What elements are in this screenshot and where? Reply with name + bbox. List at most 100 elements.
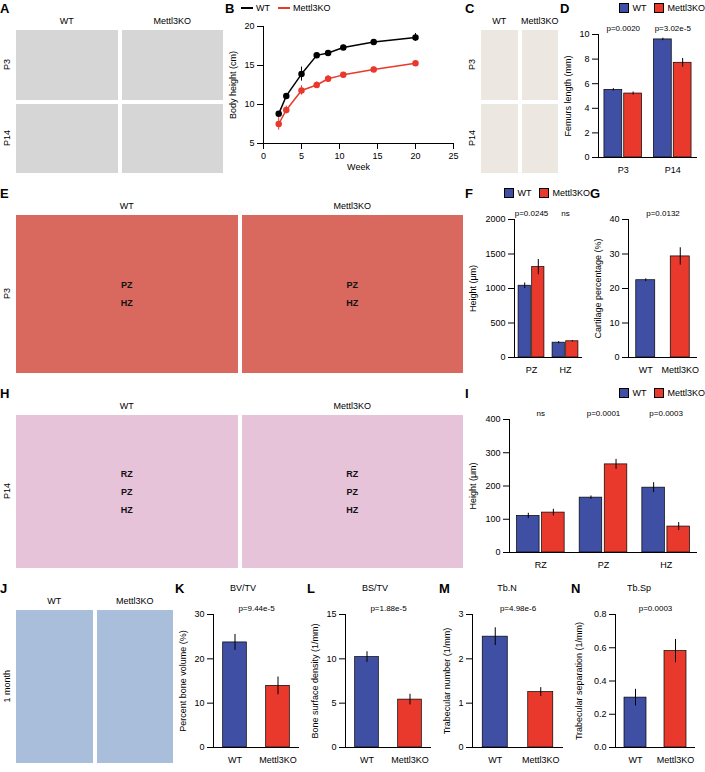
svg-text:400: 400 [485,414,500,424]
svg-text:0.8: 0.8 [594,609,607,619]
svg-text:p=0.0245: p=0.0245 [515,209,549,218]
svg-text:p=0.0003: p=0.0003 [649,409,683,418]
svg-text:20: 20 [609,283,619,293]
svg-text:WT: WT [360,755,374,765]
svg-text:p=3.02e-5: p=3.02e-5 [655,24,692,33]
svg-text:10: 10 [334,151,344,161]
html-text:PZ: PZ [121,486,133,497]
svg-text:p=0.0020: p=0.0020 [606,24,640,33]
svg-text:1500: 1500 [485,249,505,259]
svg-text:30: 30 [194,609,204,619]
html-text:PZ: PZ [346,486,358,497]
svg-text:WT: WT [629,755,643,765]
svg-text:0.4: 0.4 [594,676,607,686]
svg-text:RZ: RZ [535,560,547,570]
svg-text:Mettl3KO: Mettl3KO [657,755,695,765]
svg-text:20: 20 [194,654,204,664]
svg-text:P14: P14 [665,165,681,175]
svg-text:Week: Week [347,162,370,172]
svg-text:Mettl3KO: Mettl3KO [259,755,297,765]
svg-text:p=0.0001: p=0.0001 [587,409,621,418]
svg-text:1000: 1000 [485,283,505,293]
svg-text:0.6: 0.6 [594,643,607,653]
svg-text:0: 0 [458,742,463,752]
html-text:HZ: HZ [346,504,359,515]
html-text:HZ: HZ [120,504,133,515]
svg-text:8: 8 [584,54,589,64]
svg-text:10: 10 [609,318,619,328]
svg-text:0: 0 [614,352,619,362]
svg-text:PZ: PZ [526,365,538,375]
svg-text:0: 0 [584,152,589,162]
svg-text:WT: WT [228,755,242,765]
svg-text:PZ: PZ [598,560,610,570]
svg-text:0: 0 [199,742,204,752]
svg-text:10: 10 [579,29,589,39]
svg-text:Trabecular separation (1/mm): Trabecular separation (1/mm) [574,622,584,740]
svg-text:20: 20 [410,151,420,161]
svg-text:Cartilage percentage (%): Cartilage percentage (%) [593,238,603,338]
svg-text:2000: 2000 [485,214,505,224]
html-text:P14: P14 [2,130,12,147]
html-text:RZ: RZ [120,468,133,479]
svg-text:15: 15 [326,609,336,619]
svg-text:Height (μm): Height (μm) [468,462,478,509]
svg-text:HZ: HZ [660,560,672,570]
html-text:A: A [0,0,10,16]
html-text:G: G [590,185,601,201]
svg-text:5: 5 [249,138,254,148]
svg-text:1: 1 [458,698,463,708]
html-text:M: M [439,580,450,596]
svg-text:10: 10 [326,654,336,664]
svg-text:0: 0 [495,547,500,557]
svg-text:30: 30 [609,249,619,259]
svg-text:0: 0 [500,352,505,362]
svg-text:HZ: HZ [560,365,572,375]
svg-text:Trabecular number (1/mm): Trabecular number (1/mm) [442,628,452,735]
svg-text:0.2: 0.2 [594,709,607,719]
svg-text:10: 10 [194,698,204,708]
svg-text:p=1.88e-5: p=1.88e-5 [370,604,407,613]
svg-text:2: 2 [584,128,589,138]
svg-text:300: 300 [485,448,500,458]
svg-text:Bone surface density (1/mm): Bone surface density (1/mm) [310,623,320,738]
svg-text:WT: WT [488,755,502,765]
svg-text:6: 6 [584,79,589,89]
svg-text:P3: P3 [618,165,629,175]
svg-text:Height (μm): Height (μm) [468,265,478,312]
html-text:RZ: RZ [346,468,359,479]
svg-text:3: 3 [458,609,463,619]
svg-text:Percent bone volume (%): Percent bone volume (%) [178,630,188,732]
svg-text:Mettl3KO: Mettl3KO [522,755,560,765]
svg-text:10: 10 [244,99,254,109]
svg-text:500: 500 [490,318,505,328]
svg-text:40: 40 [609,214,619,224]
svg-text:p=4.98e-6: p=4.98e-6 [500,604,537,613]
svg-text:0: 0 [331,742,336,752]
svg-text:15: 15 [372,151,382,161]
svg-text:Mettl3KO: Mettl3KO [661,365,699,375]
svg-text:200: 200 [485,481,500,491]
svg-text:4: 4 [584,103,589,113]
svg-text:2: 2 [458,654,463,664]
svg-text:0: 0 [261,151,266,161]
svg-text:p=0.0132: p=0.0132 [646,209,680,218]
html-text:WT: WT [59,16,74,26]
svg-text:25: 25 [448,151,458,161]
svg-text:ns: ns [561,209,569,218]
svg-text:p=0.0003: p=0.0003 [639,604,673,613]
svg-text:WT: WT [639,365,653,375]
svg-text:Femurs length (mm): Femurs length (mm) [563,55,573,136]
svg-text:100: 100 [485,514,500,524]
svg-text:20: 20 [244,21,254,31]
svg-text:Body height (cm): Body height (cm) [228,51,238,119]
html-text:Mettl3KO: Mettl3KO [153,16,191,26]
svg-text:15: 15 [244,60,254,70]
svg-text:Mettl3KO: Mettl3KO [391,755,429,765]
svg-text:ns: ns [537,409,545,418]
html-text:P3: P3 [2,59,12,71]
svg-text:5: 5 [331,698,336,708]
svg-text:p=9.44e-5: p=9.44e-5 [238,604,275,613]
svg-text:5: 5 [299,151,304,161]
svg-text:0.0: 0.0 [594,742,607,752]
